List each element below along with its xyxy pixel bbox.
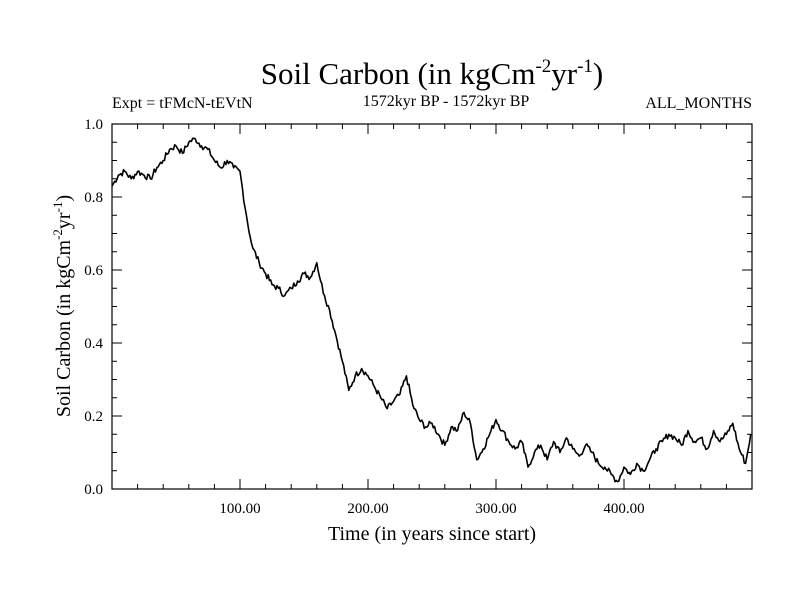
y-tick-label: 1.0: [84, 117, 103, 133]
subtitle-left: Expt = tFMcN-tEVtN: [112, 95, 253, 112]
x-tick-label: 400.00: [603, 501, 644, 517]
plot-frame: [111, 123, 753, 490]
x-tick-label: 300.00: [475, 501, 516, 517]
series-line: [111, 137, 752, 483]
y-tick-label: 0.4: [84, 336, 103, 352]
chart-title: Soil Carbon (in kgCm-2yr-1): [261, 56, 604, 91]
x-axis: 100.00 200.00 300.00 400.00: [137, 124, 727, 517]
y-axis: 0.0 0.2 0.4 0.6 0.8 1.0: [84, 117, 752, 498]
subtitle-center: 1572kyr BP - 1572kyr BP: [363, 93, 530, 110]
x-tick-label: 200.00: [347, 501, 388, 517]
x-axis-label: Time (in years since start): [328, 523, 536, 545]
y-tick-label: 0.8: [84, 190, 103, 206]
x-tick-label: 100.00: [219, 501, 260, 517]
subtitle-right: ALL_MONTHS: [645, 95, 752, 112]
y-tick-label: 0.2: [84, 409, 103, 425]
y-tick-label: 0.0: [84, 482, 103, 498]
y-axis-label: Soil Carbon (in kgCm-2yr-1): [50, 195, 75, 417]
y-tick-label: 0.6: [84, 263, 103, 279]
series-layer: [111, 137, 752, 483]
